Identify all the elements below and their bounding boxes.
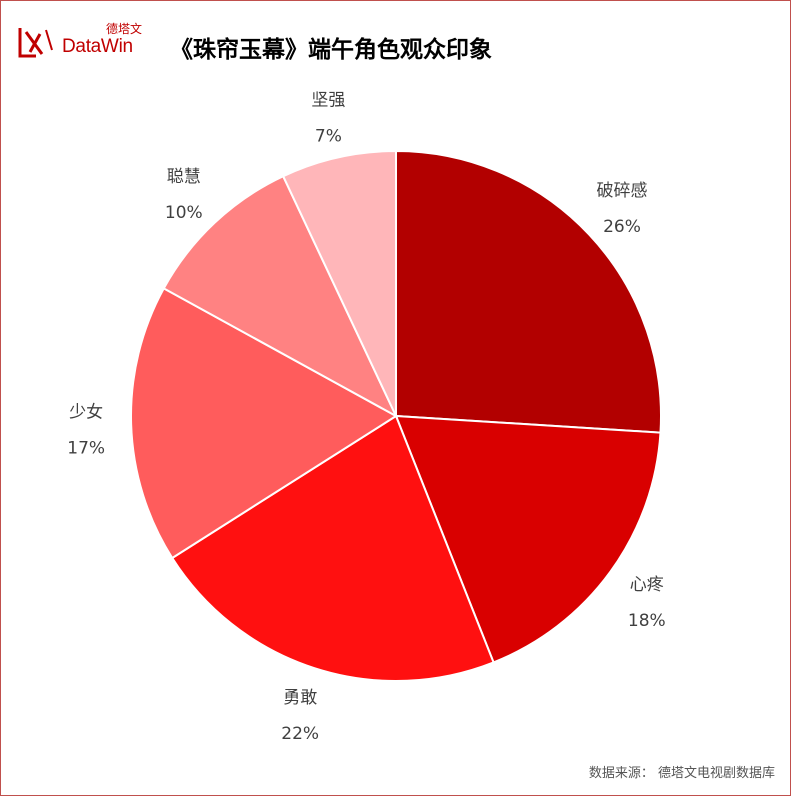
slice-label-0: 破碎感: [596, 181, 647, 201]
slice-label-5: 坚强: [311, 90, 345, 110]
slice-value-label-3: 17%: [67, 439, 105, 459]
slice-value-label-0: 26%: [603, 217, 641, 237]
pie-slice-2: [170, 414, 495, 682]
chart-title: 《珠帘玉幕》端午角色观众印象: [170, 37, 492, 63]
slice-label-2: 勇敢: [283, 688, 317, 708]
slice-value-label-1: 18%: [628, 611, 666, 631]
datawin-logo: 德塔文 DataWin: [16, 20, 146, 64]
logo-en-text: DataWin: [62, 36, 133, 57]
pie-slice-1: [394, 414, 662, 664]
pie-slice-0: [395, 149, 662, 434]
pie-slice-3: [130, 286, 398, 560]
slice-label-4: 聪慧: [167, 167, 201, 187]
logo-cn-text: 德塔文: [106, 22, 143, 36]
slice-label-1: 心疼: [630, 575, 664, 595]
slice-value-label-5: 7%: [315, 126, 342, 146]
slice-label-3: 少女: [69, 403, 103, 423]
slice-value-label-2: 22%: [281, 724, 319, 744]
pie-slice-4: [162, 174, 399, 419]
slice-value-label-4: 10%: [165, 203, 203, 223]
pie-slice-5: [281, 149, 397, 417]
data-source-note: 数据来源： 德塔文电视剧数据库: [588, 766, 775, 781]
datawin-logo-mark-icon: [18, 28, 53, 58]
